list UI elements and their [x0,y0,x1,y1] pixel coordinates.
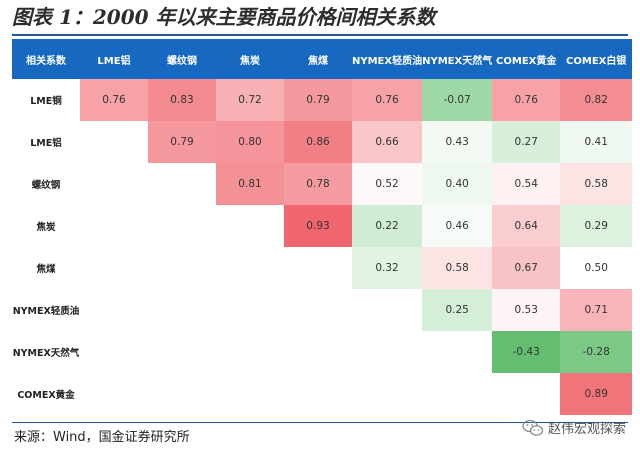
empty-cell [80,331,148,373]
empty-cell [148,289,216,331]
correlation-cell: -0.43 [492,331,561,373]
column-header: COMEX黄金 [492,39,561,79]
matrix-body: LME铜 0.76 0.83 0.72 0.79 0.76 -0.07 0.76 0.82 LME… [12,79,633,415]
empty-cell [284,247,352,289]
empty-cell [352,331,422,373]
title-divider [12,34,628,36]
wechat-icon [522,419,544,436]
row-header: NYMEX天然气 [12,348,80,359]
correlation-cell: 0.32 [352,247,423,289]
correlation-cell: 0.25 [422,289,493,331]
matrix-row: LME铝 0.79 0.80 0.86 0.66 0.43 0.27 0.41 [12,121,633,163]
empty-cell [80,205,148,247]
empty-cell [216,247,284,289]
correlation-cell: 0.79 [148,121,216,163]
correlation-cell: 0.89 [560,373,633,415]
correlation-cell: 0.81 [216,163,284,205]
empty-cell [422,373,492,415]
correlation-cell: 0.43 [422,121,493,163]
matrix-row: 焦煤 0.32 0.58 0.67 0.50 [12,247,633,289]
column-header: COMEX白银 [560,39,633,79]
empty-cell [216,331,284,373]
empty-cell [284,373,352,415]
empty-cell [148,205,216,247]
empty-cell [148,163,216,205]
empty-cell [80,121,148,163]
column-header: 焦炭 [216,39,284,79]
correlation-cell: 0.40 [422,163,493,205]
column-header: NYMEX天然气 [422,39,493,79]
empty-cell [422,331,492,373]
correlation-cell: 0.50 [560,247,633,289]
correlation-cell: 0.72 [216,79,284,121]
correlation-cell: 0.22 [352,205,423,247]
correlation-cell: 0.29 [560,205,633,247]
matrix-row: NYMEX轻质油 0.25 0.53 0.71 [12,289,633,331]
correlation-cell: 0.82 [560,79,633,121]
correlation-cell: 0.66 [352,121,423,163]
correlation-cell: 0.71 [560,289,633,331]
correlation-cell: -0.28 [560,331,633,373]
correlation-cell: 0.76 [492,79,561,121]
column-header: 螺纹钢 [148,39,216,79]
empty-cell [284,289,352,331]
column-header: LME铝 [80,39,148,79]
correlation-cell: 0.54 [492,163,561,205]
matrix-row: 螺纹钢 0.81 0.78 0.52 0.40 0.54 0.58 [12,163,633,205]
correlation-cell: 0.64 [492,205,561,247]
row-header: 螺纹钢 [31,180,61,191]
column-header: NYMEX轻质油 [352,39,423,79]
watermark: 赵伟宏观探索 [522,418,626,437]
empty-cell [148,331,216,373]
correlation-cell: 0.93 [284,205,352,247]
correlation-cell: 0.78 [284,163,352,205]
row-header: LME铝 [30,138,62,149]
corner-header: 相关系数 [12,39,80,79]
correlation-cell: 0.27 [492,121,561,163]
source-note: 来源：Wind，国金证券研究所 [14,430,190,445]
empty-cell [148,373,216,415]
correlation-cell: -0.07 [422,79,493,121]
column-header: 焦煤 [284,39,352,79]
header-row: 相关系数 LME铝 螺纹钢 焦炭 焦煤 NYMEX轻质油 NYMEX天然气 COMEX黄金 C… [12,39,633,79]
correlation-cell: 0.67 [492,247,561,289]
empty-cell [216,373,284,415]
row-header: NYMEX轻质油 [12,306,80,317]
correlation-cell: 0.86 [284,121,352,163]
correlation-cell: 0.58 [560,163,633,205]
watermark-text: 赵伟宏观探索 [547,422,626,437]
correlation-cell: 0.76 [80,79,148,121]
empty-cell [80,247,148,289]
row-header: LME铜 [30,96,62,107]
correlation-cell: 0.53 [492,289,561,331]
figure-title: 图表 1：2000 年以来主要商品价格间相关系数 [12,5,436,29]
matrix-row: NYMEX天然气 -0.43 -0.28 [12,331,633,373]
empty-cell [352,289,422,331]
source-divider [12,422,628,423]
empty-cell [284,331,352,373]
empty-cell [216,289,284,331]
correlation-cell: 0.80 [216,121,284,163]
correlation-matrix: 相关系数 LME铝 螺纹钢 焦炭 焦煤 NYMEX轻质油 NYMEX天然气 COMEX黄金 C… [12,39,633,415]
matrix-row: LME铜 0.76 0.83 0.72 0.79 0.76 -0.07 0.76 0.82 [12,79,633,121]
empty-cell [492,373,560,415]
empty-cell [80,373,148,415]
matrix-row: 焦炭 0.93 0.22 0.46 0.64 0.29 [12,205,633,247]
correlation-cell: 0.41 [560,121,633,163]
empty-cell [80,163,148,205]
empty-cell [352,373,422,415]
correlation-cell: 0.52 [352,163,423,205]
correlation-cell: 0.79 [284,79,352,121]
correlation-cell: 0.46 [422,205,493,247]
row-header: 焦煤 [36,264,56,275]
empty-cell [148,247,216,289]
correlation-cell: 0.83 [148,79,216,121]
empty-cell [216,205,284,247]
correlation-cell: 0.76 [352,79,423,121]
matrix-row: COMEX黄金 0.89 [12,373,633,415]
empty-cell [80,289,148,331]
row-header: 焦炭 [36,222,56,233]
row-header: COMEX黄金 [17,390,75,401]
correlation-cell: 0.58 [422,247,493,289]
